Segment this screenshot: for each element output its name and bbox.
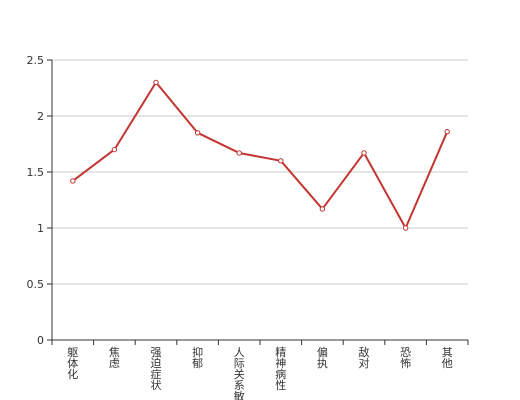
y-tick-label: 0.5 bbox=[27, 278, 45, 291]
data-point[interactable] bbox=[319, 206, 326, 212]
x-category-label: 恐怖 bbox=[400, 346, 411, 370]
data-point[interactable] bbox=[153, 79, 159, 86]
series-line bbox=[72, 81, 449, 229]
y-tick-label: 1 bbox=[37, 222, 44, 235]
grid-lines bbox=[52, 59, 468, 285]
x-category-label: 躯体化 bbox=[67, 346, 78, 381]
y-tick-label: 0 bbox=[37, 334, 44, 347]
x-category-label: 偏执 bbox=[317, 345, 328, 370]
x-category-label: 强迫症状 bbox=[151, 346, 162, 392]
y-axis-tick-labels: 0 0.5 1 1.5 2 2.5 bbox=[27, 54, 52, 347]
data-point[interactable] bbox=[278, 158, 284, 164]
x-category-label: 其他 bbox=[442, 346, 453, 370]
x-category-label: 精神病性 bbox=[275, 346, 286, 392]
series-layer bbox=[70, 79, 450, 231]
x-axis bbox=[51, 60, 469, 345]
data-point[interactable] bbox=[361, 150, 367, 156]
data-point[interactable] bbox=[194, 130, 201, 136]
data-point[interactable] bbox=[444, 128, 450, 135]
data-point[interactable] bbox=[402, 225, 409, 231]
data-point[interactable] bbox=[111, 146, 118, 153]
x-axis-category-labels: 躯体化 焦虑 强迫症状 抑郁 人际关系敏感 精神病性 偏执 敌对 恐怖 其他 bbox=[67, 345, 452, 400]
x-category-label: 人际关系敏感 bbox=[234, 346, 245, 400]
y-tick-label: 2 bbox=[37, 110, 44, 123]
y-tick-label: 2.5 bbox=[27, 54, 45, 67]
x-category-label: 抑郁 bbox=[192, 345, 203, 370]
data-point[interactable] bbox=[70, 178, 76, 184]
x-category-label: 焦虑 bbox=[109, 346, 120, 370]
x-category-label: 敌对 bbox=[359, 345, 370, 370]
data-point[interactable] bbox=[236, 150, 242, 156]
y-tick-label: 1.5 bbox=[27, 166, 45, 179]
